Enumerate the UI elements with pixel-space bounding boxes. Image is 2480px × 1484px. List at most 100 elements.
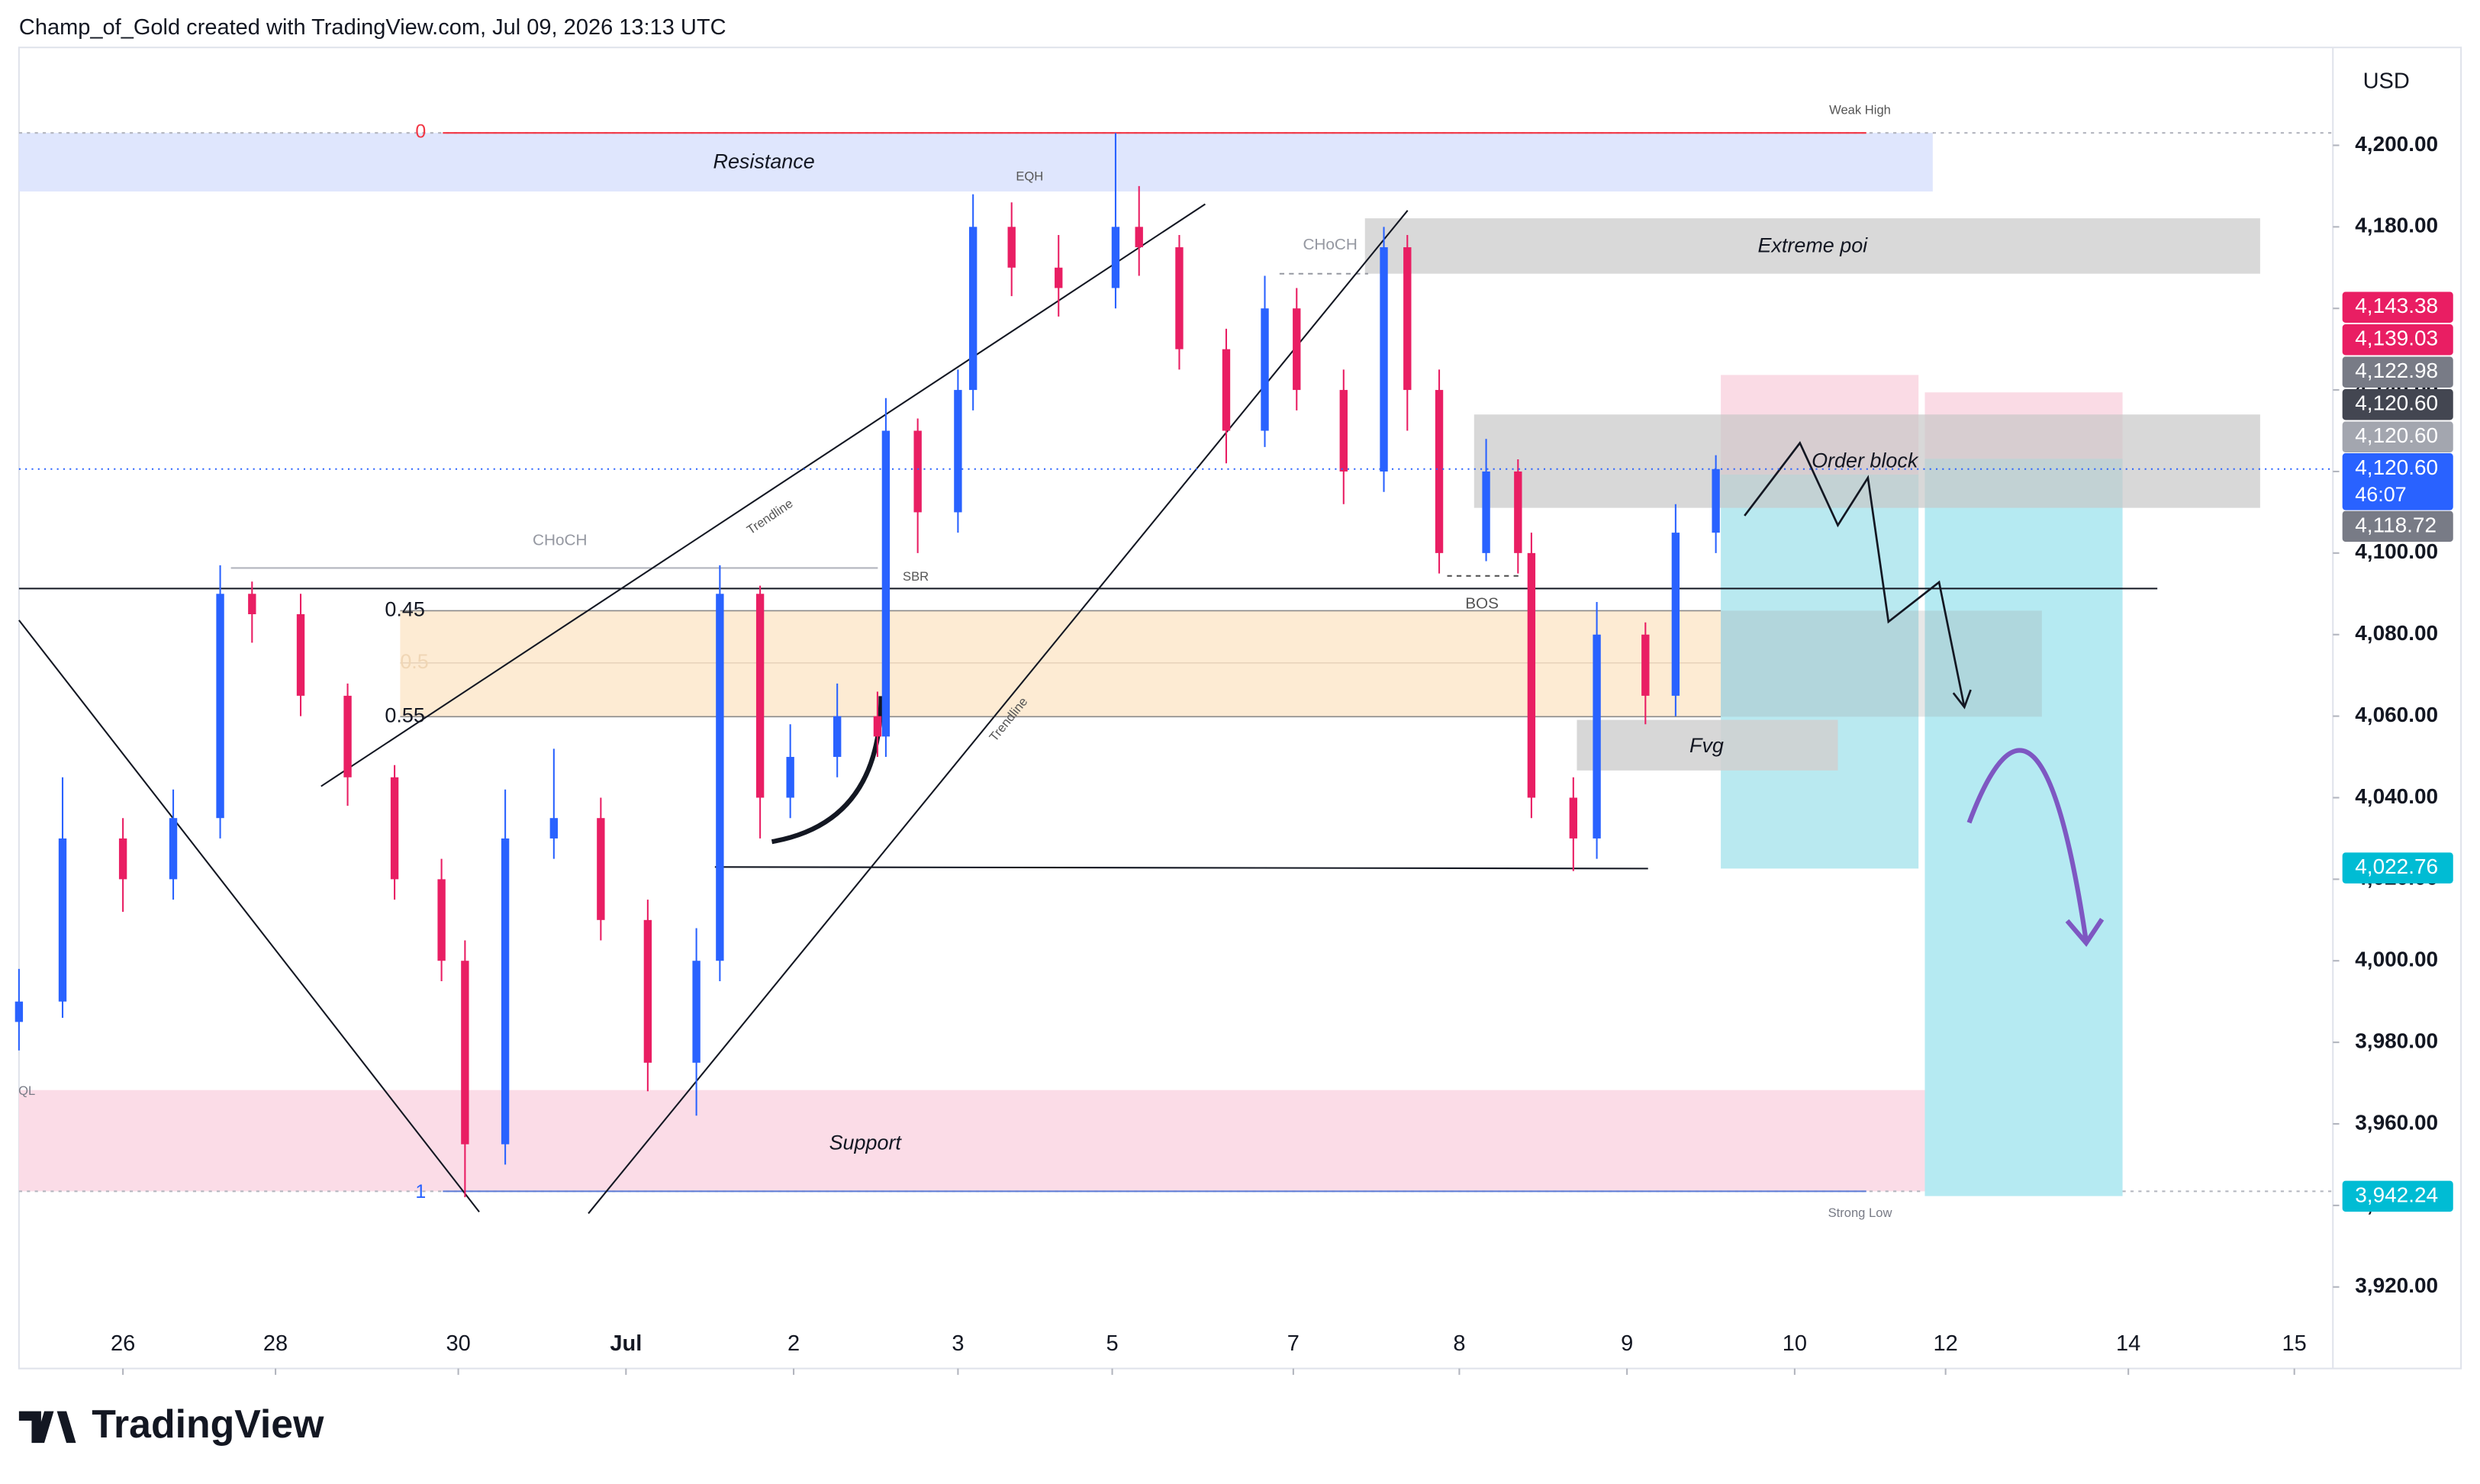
candle-body xyxy=(1712,468,1720,533)
frame xyxy=(18,47,2462,1370)
fib-label: 1 xyxy=(415,1181,426,1202)
annotation: BOS xyxy=(1465,595,1499,613)
projection-path xyxy=(1744,440,1966,708)
x-tick-label: 10 xyxy=(1783,1331,1807,1356)
extreme-zone xyxy=(1364,218,2260,274)
x-tick-label: 5 xyxy=(1106,1331,1118,1356)
candle-body xyxy=(873,716,882,737)
y-tick-label: 4,180.00 xyxy=(2355,214,2438,237)
x-tick-label: 8 xyxy=(1453,1331,1465,1356)
target-zone xyxy=(1924,459,2123,1196)
x-tick-label: 14 xyxy=(2116,1331,2140,1356)
x-tick-label: 30 xyxy=(446,1331,470,1356)
price-label-box xyxy=(2342,356,2453,388)
candle-body xyxy=(343,695,352,777)
candles xyxy=(14,133,1720,1198)
candle-body xyxy=(1527,552,1536,798)
price-label-box xyxy=(2342,324,2453,356)
annotation: QL xyxy=(18,1083,35,1098)
candle-body xyxy=(248,594,256,615)
order-block-zone xyxy=(1474,414,2260,508)
price-label-box xyxy=(2342,291,2453,323)
candle-body xyxy=(1175,247,1184,349)
price-label-box xyxy=(2342,389,2453,420)
candle-body xyxy=(58,838,67,1002)
price-label: 4,120.60 xyxy=(2355,456,2438,479)
trendline xyxy=(18,620,480,1212)
candle-body xyxy=(1593,634,1601,839)
x-tick-label: 12 xyxy=(1934,1331,1958,1356)
annotation: Support xyxy=(829,1131,903,1154)
x-tick-label: 7 xyxy=(1287,1331,1300,1356)
annotation: EQH xyxy=(1016,169,1043,184)
arrow-head xyxy=(1952,689,1972,710)
candle-body xyxy=(437,879,446,961)
arrow-head xyxy=(2065,918,2105,947)
resistance-zone xyxy=(18,133,1933,192)
annotation: Weak High xyxy=(1829,103,1891,117)
candle-body xyxy=(216,594,224,819)
price-label: 3,942.24 xyxy=(2355,1183,2438,1206)
candle-body xyxy=(968,227,978,391)
candle-body xyxy=(1482,471,1490,553)
candle-body xyxy=(597,818,605,920)
price-label: 4,118.72 xyxy=(2355,513,2437,536)
candle-body xyxy=(169,818,178,880)
y-tick-label: 4,040.00 xyxy=(2355,784,2438,808)
annotation: CHoCH xyxy=(1303,236,1357,253)
fib-zone xyxy=(400,610,1866,717)
candle-body xyxy=(1339,390,1348,472)
candle-body xyxy=(118,838,127,880)
candle-body xyxy=(786,757,794,798)
candle-body xyxy=(833,716,842,758)
candle-body xyxy=(954,390,962,513)
candle-body xyxy=(549,818,559,839)
price-label-box xyxy=(2342,421,2453,452)
logo-mark xyxy=(18,1411,76,1444)
candle-body xyxy=(1671,533,1680,696)
candle-body xyxy=(716,594,724,961)
candle-body xyxy=(296,614,305,696)
annotation: CHoCH xyxy=(533,532,587,549)
support-zone xyxy=(18,1090,2020,1192)
price-label: 4,022.76 xyxy=(2355,855,2438,878)
candle-body xyxy=(1435,390,1444,553)
y-tick-label: 4,000.00 xyxy=(2355,948,2438,971)
price-label-box xyxy=(2342,852,2453,884)
annotation: Extreme poi xyxy=(1757,234,1868,257)
candle-body xyxy=(501,838,510,1144)
candle-body xyxy=(1007,227,1016,268)
candle-body xyxy=(390,777,399,880)
projection-curve xyxy=(1966,748,2089,942)
candle-body xyxy=(1380,247,1388,472)
price-label-box xyxy=(2342,510,2453,542)
y-tick-label: 4,080.00 xyxy=(2355,621,2438,645)
brand: TradingView xyxy=(92,1402,324,1446)
countdown: 46:07 xyxy=(2355,483,2406,506)
candle-body xyxy=(1111,227,1120,288)
overlap-zone xyxy=(1721,610,2042,717)
price-label: 4,143.38 xyxy=(2355,294,2438,317)
x-tick-label: 3 xyxy=(952,1331,964,1356)
x-tick-label: 28 xyxy=(263,1331,288,1356)
fib-label: 0.5 xyxy=(400,650,428,673)
fib-label: 0.45 xyxy=(385,598,424,621)
candle-body xyxy=(461,961,469,1144)
price-label: 4,139.03 xyxy=(2355,327,2438,350)
candle-body xyxy=(1514,471,1522,553)
candle-body xyxy=(1222,349,1231,431)
x-tick-label: Jul xyxy=(610,1331,642,1356)
x-tick-label: 15 xyxy=(2282,1331,2307,1356)
y-tick-label: 4,100.00 xyxy=(2355,539,2438,563)
x-tick-label: 9 xyxy=(1621,1331,1633,1356)
y-tick-label: 3,920.00 xyxy=(2355,1273,2438,1297)
candle-body xyxy=(1403,247,1412,391)
annotation: Resistance xyxy=(713,150,814,173)
y-tick-label: 3,980.00 xyxy=(2355,1029,2438,1053)
labels: Resistance Support Extreme poi Order blo… xyxy=(18,103,1919,1220)
candle-body xyxy=(1641,634,1650,696)
drawings xyxy=(18,132,2333,1215)
y-tick-label: 4,060.00 xyxy=(2355,703,2438,726)
price-label-box xyxy=(2342,1180,2453,1212)
